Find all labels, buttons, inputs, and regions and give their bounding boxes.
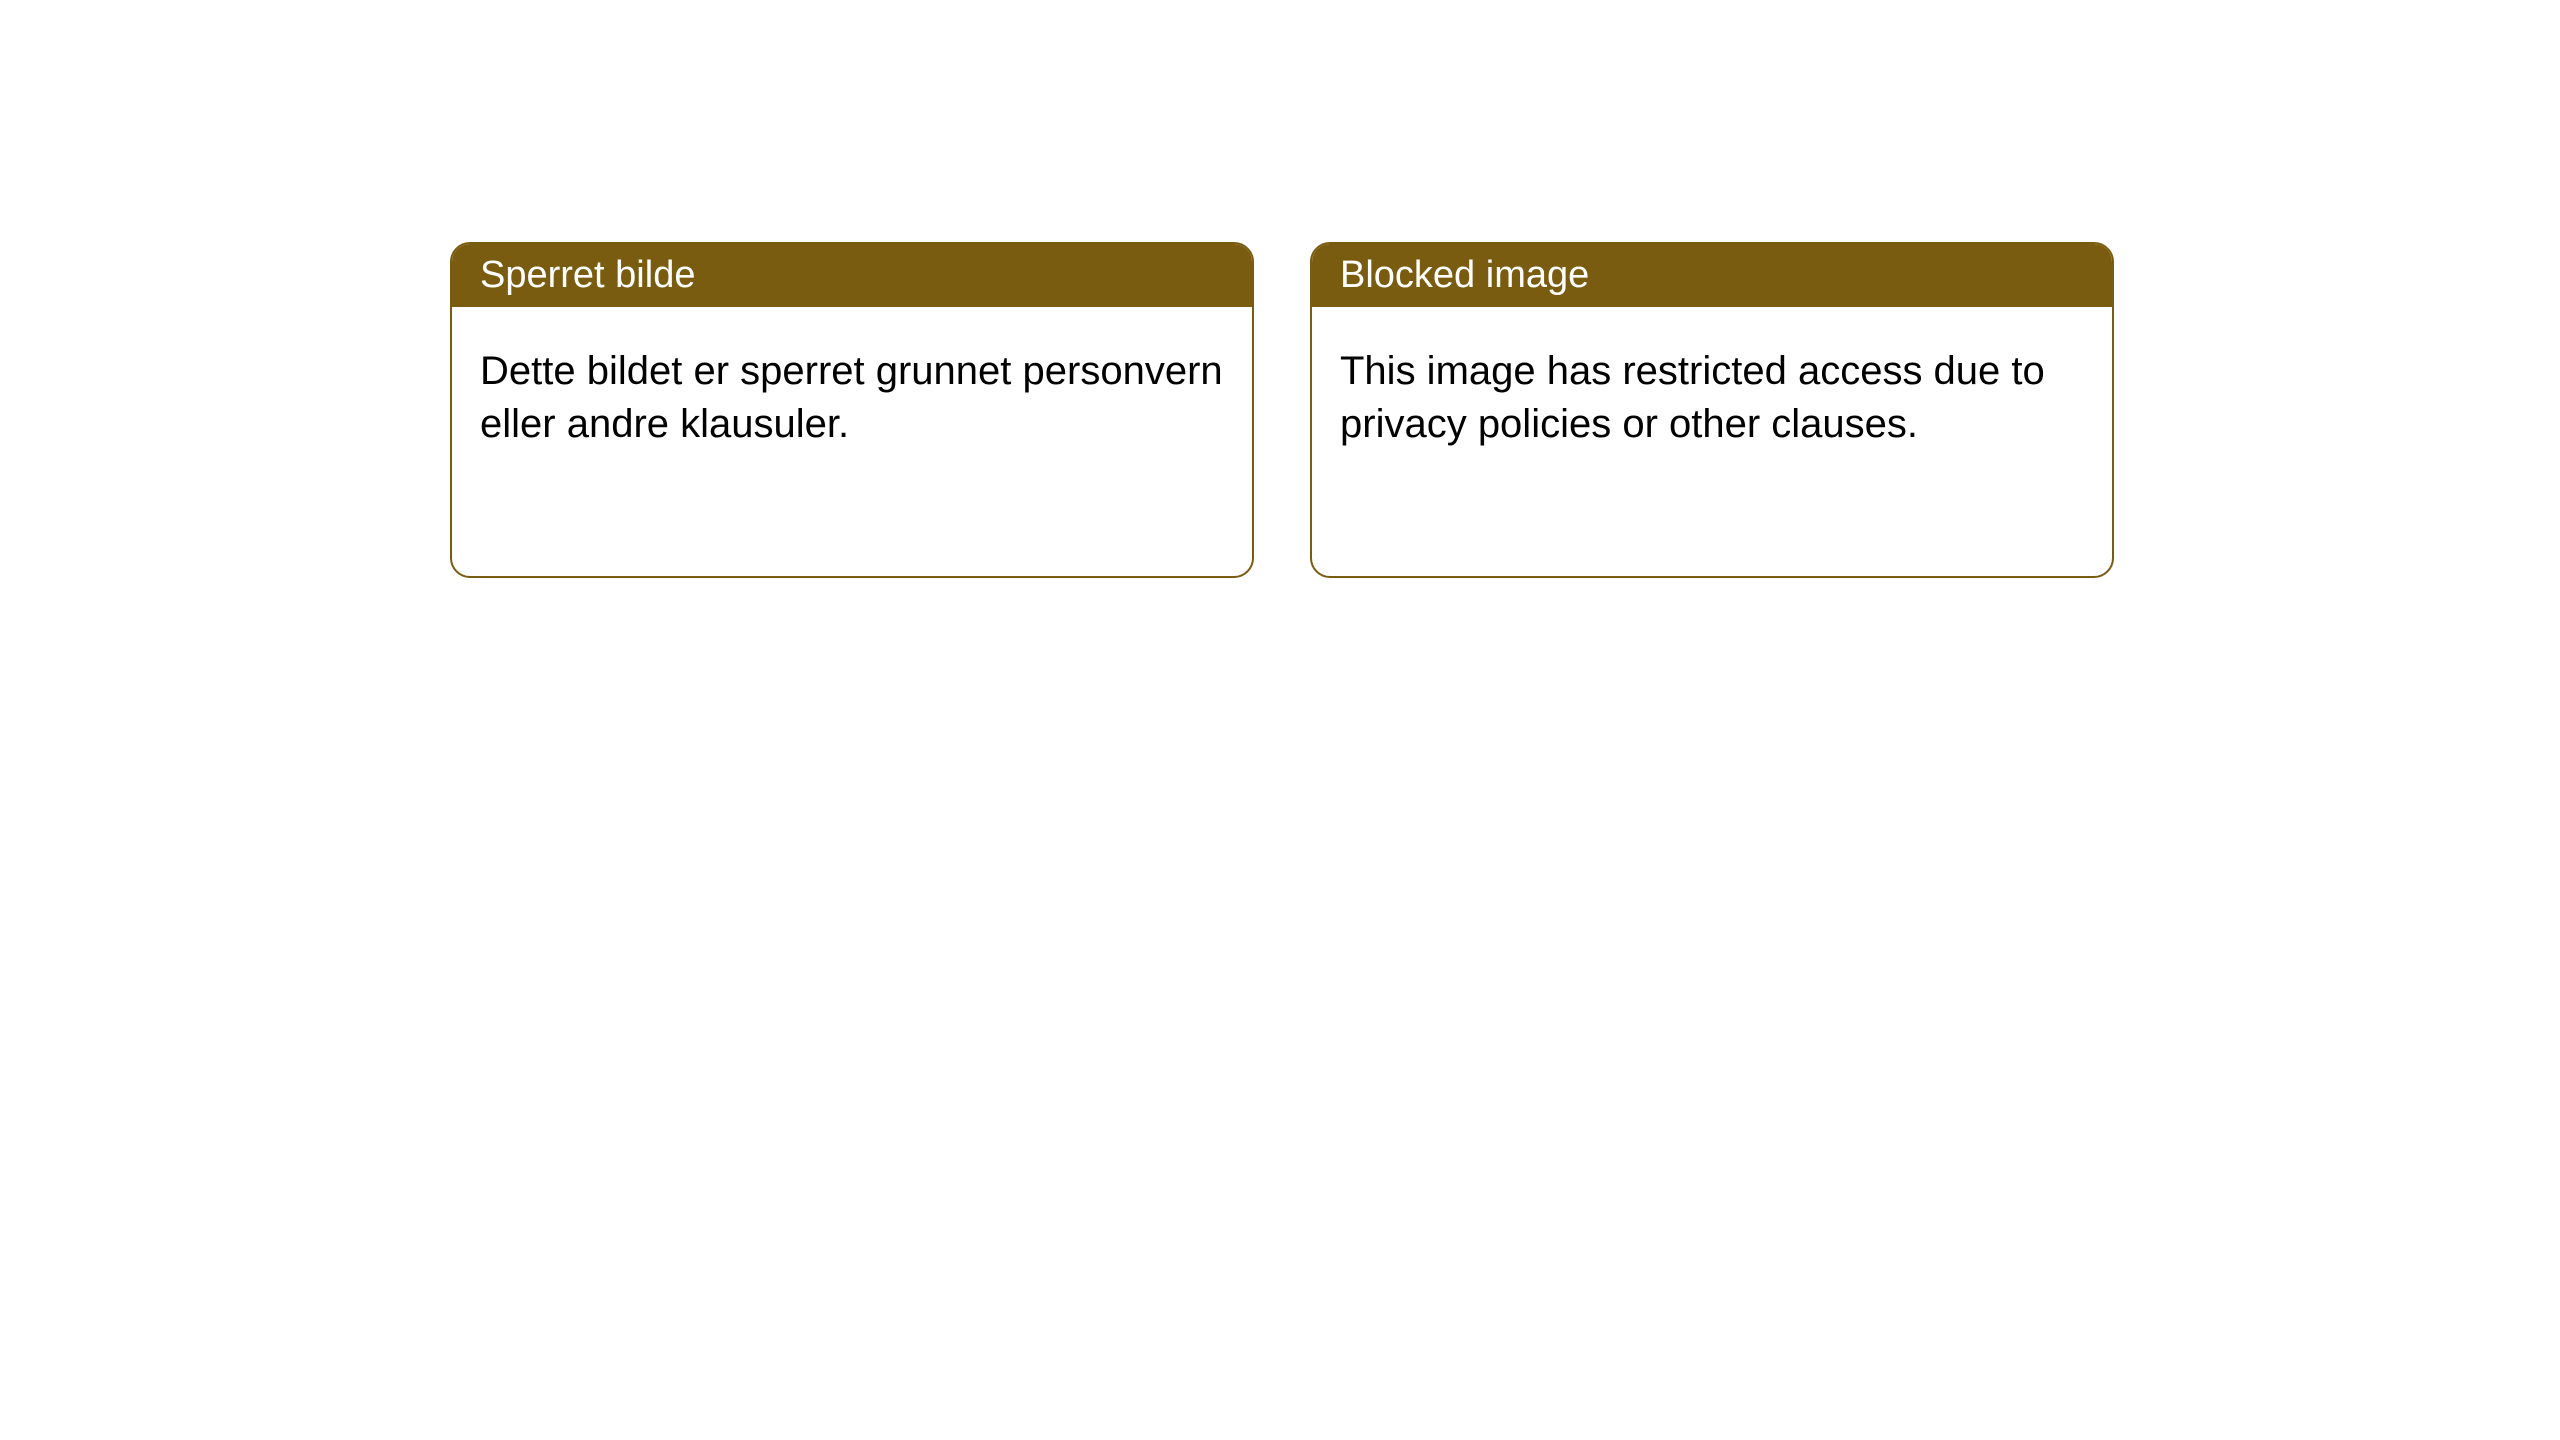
notice-container: Sperret bilde Dette bildet er sperret gr…	[0, 0, 2560, 578]
card-title: Blocked image	[1340, 254, 1589, 296]
card-header: Blocked image	[1312, 244, 2112, 307]
card-title: Sperret bilde	[480, 254, 695, 296]
card-body: This image has restricted access due to …	[1312, 307, 2112, 489]
blocked-image-card-no: Sperret bilde Dette bildet er sperret gr…	[450, 242, 1254, 578]
blocked-image-card-en: Blocked image This image has restricted …	[1310, 242, 2114, 578]
card-body: Dette bildet er sperret grunnet personve…	[452, 307, 1252, 489]
card-header: Sperret bilde	[452, 244, 1252, 307]
card-body-text: Dette bildet er sperret grunnet personve…	[480, 349, 1223, 446]
card-body-text: This image has restricted access due to …	[1340, 349, 2045, 446]
